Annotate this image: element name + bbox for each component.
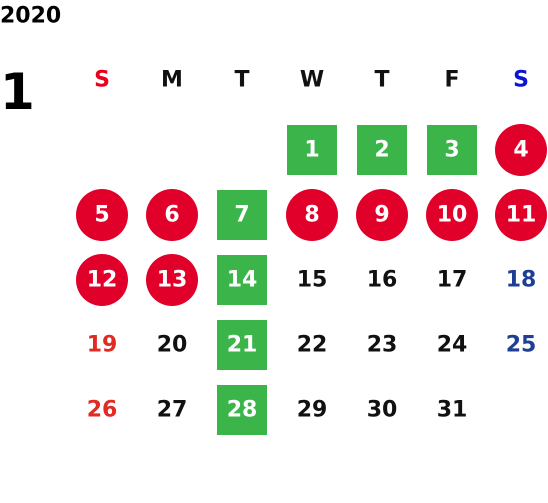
weekday-label: M	[161, 68, 183, 93]
day-number: 27	[157, 398, 188, 423]
day-number: 29	[297, 398, 328, 423]
day-circle	[76, 189, 128, 241]
day-number: 23	[367, 333, 398, 358]
day-number: 2	[374, 138, 389, 163]
day-number: 13	[157, 268, 188, 293]
day-number: 3	[444, 138, 459, 163]
day-number: 1	[304, 138, 319, 163]
day-square	[217, 385, 267, 435]
day-number: 7	[234, 203, 249, 228]
month: 1	[0, 63, 35, 121]
day-square	[217, 190, 267, 240]
day-number: 18	[506, 268, 537, 293]
day-circle	[426, 189, 478, 241]
day-number: 21	[227, 333, 258, 358]
day-number: 15	[297, 268, 328, 293]
weekday-label: W	[300, 68, 324, 93]
weekday-label: T	[234, 68, 249, 93]
day-circle	[495, 189, 547, 241]
day-number: 12	[87, 268, 118, 293]
day-number: 22	[297, 333, 328, 358]
day-number: 6	[164, 203, 179, 228]
day-number: 8	[304, 203, 319, 228]
day-circle	[495, 124, 547, 176]
day-number: 5	[94, 203, 109, 228]
weekday-label: F	[444, 68, 459, 93]
day-number: 26	[87, 398, 118, 423]
day-number: 11	[506, 203, 537, 228]
day-number: 19	[87, 333, 118, 358]
day-number: 9	[374, 203, 389, 228]
day-circle	[76, 254, 128, 306]
day-square	[217, 255, 267, 305]
weekday-label: T	[374, 68, 389, 93]
day-number: 20	[157, 333, 188, 358]
day-square	[427, 125, 477, 175]
day-circle	[146, 254, 198, 306]
day-circle	[286, 189, 338, 241]
day-circle	[146, 189, 198, 241]
weekday-label: S	[94, 68, 110, 93]
day-number: 10	[437, 203, 468, 228]
day-square	[287, 125, 337, 175]
day-square	[357, 125, 407, 175]
day-number: 30	[367, 398, 398, 423]
day-number: 28	[227, 398, 258, 423]
day-number: 17	[437, 268, 468, 293]
day-number: 31	[437, 398, 468, 423]
weekday-label: S	[513, 68, 529, 93]
day-number: 24	[437, 333, 468, 358]
day-square	[217, 320, 267, 370]
day-circle	[356, 189, 408, 241]
day-number: 14	[227, 268, 258, 293]
day-number: 25	[506, 333, 537, 358]
year: 2020	[0, 4, 61, 29]
day-number: 16	[367, 268, 398, 293]
day-number: 4	[513, 138, 528, 163]
